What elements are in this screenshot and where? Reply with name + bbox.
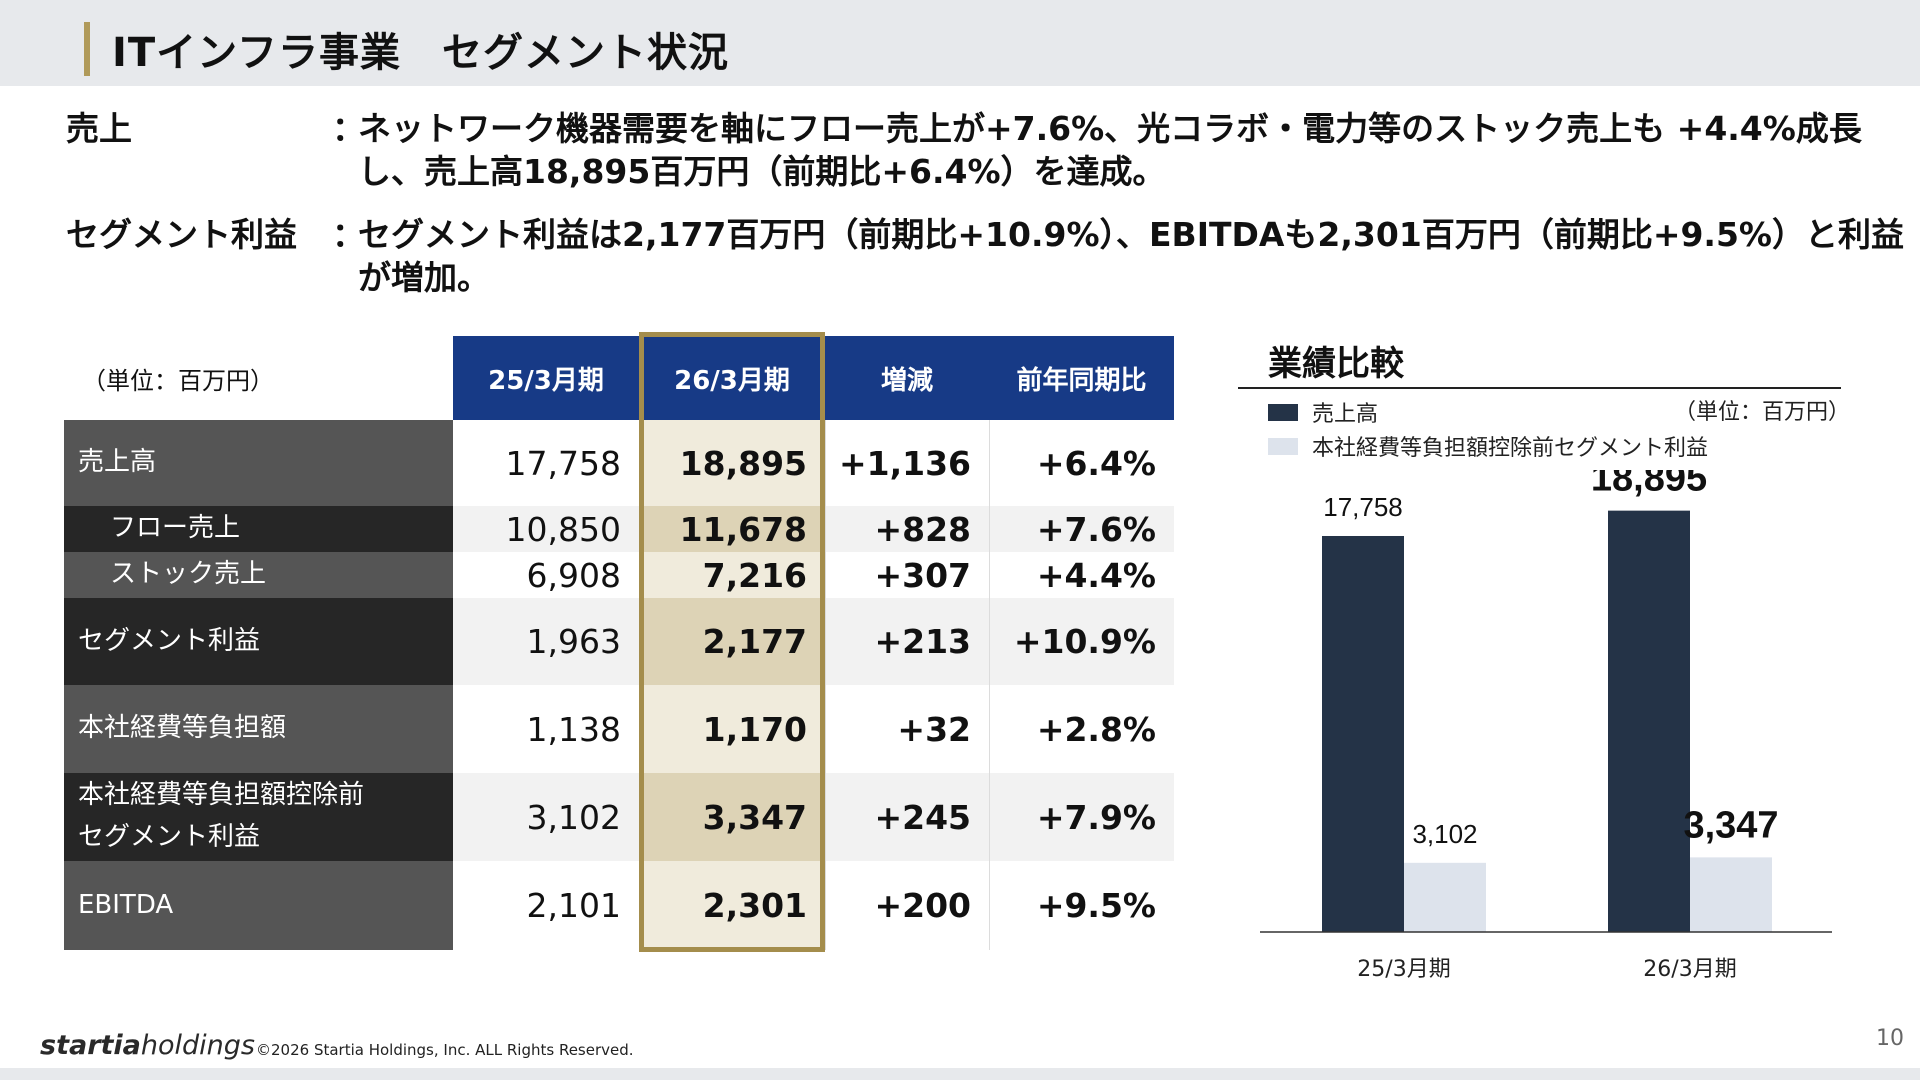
cell-yoy: +10.9% xyxy=(1013,622,1156,661)
bar-sales-2 xyxy=(1608,510,1690,932)
column-divider xyxy=(989,420,990,950)
page-title: ITインフラ事業 セグメント状況 xyxy=(112,30,729,76)
data-label: 3,102 xyxy=(1412,819,1477,849)
x-tick-label: 26/3月期 xyxy=(1643,957,1736,982)
cell-change: +307 xyxy=(874,555,971,595)
legend-swatch xyxy=(1268,437,1298,455)
cell-yoy: +7.6% xyxy=(1036,509,1156,549)
cell-curr-year: 18,895 xyxy=(639,420,825,506)
row-label: 本社経費等負担額控除前 セグメント利益 xyxy=(64,773,453,861)
row-label: 本社経費等負担額 xyxy=(64,685,453,773)
header-curr-year: 26/3月期 xyxy=(639,336,825,420)
column-divider xyxy=(825,420,826,950)
chart-unit-label: （単位：百万円） xyxy=(1674,400,1851,425)
summary-colon: ： xyxy=(332,215,365,254)
column-divider xyxy=(639,420,640,950)
cell-change: +213 xyxy=(874,622,971,661)
row-profit-before-hq: 本社経費等負担額控除前 セグメント利益 3,102 3,347 +245 +7.9% xyxy=(64,773,1174,861)
legend-item-profit: 本社経費等負担額控除前セグメント利益 xyxy=(1268,430,1708,462)
summary-text: ネットワーク機器需要を軸にフロー売上が+7.6%、光コラボ・電力等のストック売上… xyxy=(358,109,1862,191)
row-label: EBITDA xyxy=(64,861,453,950)
header-yoy: 前年同期比 xyxy=(989,336,1174,420)
row-sales: 売上高 17,758 18,895 +1,136 +6.4% xyxy=(64,420,1174,506)
row-stock-sales: ストック売上 6,908 7,216 +307 +4.4% xyxy=(64,552,1174,598)
title-bar xyxy=(0,0,1920,86)
summary-label: 売上 xyxy=(66,109,132,148)
legend-item-sales: 売上高 xyxy=(1268,396,1378,428)
chart-title: 業績比較 xyxy=(1268,344,1404,384)
row-label: フロー売上 xyxy=(64,506,453,552)
row-label: セグメント利益 xyxy=(64,598,453,685)
legend-swatch xyxy=(1268,403,1298,421)
row-label: 売上高 xyxy=(64,420,453,506)
legend-label: 売上高 xyxy=(1312,402,1379,427)
bar-profit-2 xyxy=(1690,857,1772,932)
copyright: ©2026 Startia Holdings, Inc. ALL Rights … xyxy=(256,1041,634,1059)
cell-yoy: +9.5% xyxy=(1036,886,1156,925)
cell-curr-year: 7,216 xyxy=(639,552,825,598)
page-number: 10 xyxy=(1876,1026,1904,1051)
row-ebitda: EBITDA 2,101 2,301 +200 +9.5% xyxy=(64,861,1174,950)
cell-prev-year: 2,101 xyxy=(526,886,621,925)
cell-curr-year: 11,678 xyxy=(639,506,825,552)
summary-text: セグメント利益は2,177百万円（前期比+10.9%）、EBITDAも2,301… xyxy=(358,215,1904,297)
header-change: 増減 xyxy=(825,336,989,420)
cell-curr-year: 2,177 xyxy=(639,598,825,685)
cell-curr-year: 1,170 xyxy=(639,685,825,773)
cell-prev-year: 3,102 xyxy=(526,797,621,837)
summary-colon: ： xyxy=(332,109,365,148)
row-label: ストック売上 xyxy=(64,552,453,598)
cell-yoy: +2.8% xyxy=(1036,709,1156,749)
bar-profit-1 xyxy=(1404,862,1486,932)
company-logo: startiaholdings xyxy=(40,1030,255,1061)
header-prev-year: 25/3月期 xyxy=(453,336,639,420)
cell-prev-year: 10,850 xyxy=(505,509,621,549)
table-unit-label: （単位：百万円） xyxy=(64,336,453,420)
bottom-bar xyxy=(0,1068,1920,1080)
cell-prev-year: 1,963 xyxy=(526,622,621,661)
cell-yoy: +7.9% xyxy=(1036,797,1156,837)
row-flow-sales: フロー売上 10,850 11,678 +828 +7.6% xyxy=(64,506,1174,552)
chart-title-rule xyxy=(1238,387,1841,389)
row-hq-expense: 本社経費等負担額 1,138 1,170 +32 +2.8% xyxy=(64,685,1174,773)
summary-label: セグメント利益 xyxy=(66,215,297,254)
cell-change: +1,136 xyxy=(838,443,971,483)
summary-sales: 売上 ： ネットワーク機器需要を軸にフロー売上が+7.6%、光コラボ・電力等のス… xyxy=(66,108,1906,204)
x-tick-label: 25/3月期 xyxy=(1357,957,1450,982)
summary-profit: セグメント利益 ： セグメント利益は2,177百万円（前期比+10.9%）、EB… xyxy=(66,214,1906,310)
data-label: 3,347 xyxy=(1683,804,1778,846)
cell-prev-year: 17,758 xyxy=(505,443,621,483)
cell-change: +828 xyxy=(874,509,971,549)
bar-chart: 17,758 3,102 25/3月期 18,895 3,347 26/3月期 xyxy=(1260,470,1832,982)
data-label: 17,758 xyxy=(1323,492,1403,522)
cell-change: +32 xyxy=(897,709,971,749)
title-accent-bar xyxy=(84,22,90,76)
cell-curr-year: 3,347 xyxy=(639,773,825,861)
cell-prev-year: 1,138 xyxy=(526,709,621,749)
data-label: 18,895 xyxy=(1591,470,1707,500)
cell-change: +200 xyxy=(874,886,971,925)
cell-curr-year: 2,301 xyxy=(639,861,825,950)
legend-label: 本社経費等負担額控除前セグメント利益 xyxy=(1312,436,1709,461)
cell-change: +245 xyxy=(874,797,971,837)
cell-yoy: +6.4% xyxy=(1036,443,1156,483)
row-segment-profit: セグメント利益 1,963 2,177 +213 +10.9% xyxy=(64,598,1174,685)
bar-sales-1 xyxy=(1322,535,1404,932)
logo-sub: holdings xyxy=(140,1030,255,1061)
logo-main: startia xyxy=(40,1030,141,1061)
cell-prev-year: 6,908 xyxy=(526,555,621,595)
cell-yoy: +4.4% xyxy=(1036,555,1156,595)
segment-table: （単位：百万円） 25/3月期 26/3月期 増減 前年同期比 売上高 17,75… xyxy=(64,332,1174,952)
